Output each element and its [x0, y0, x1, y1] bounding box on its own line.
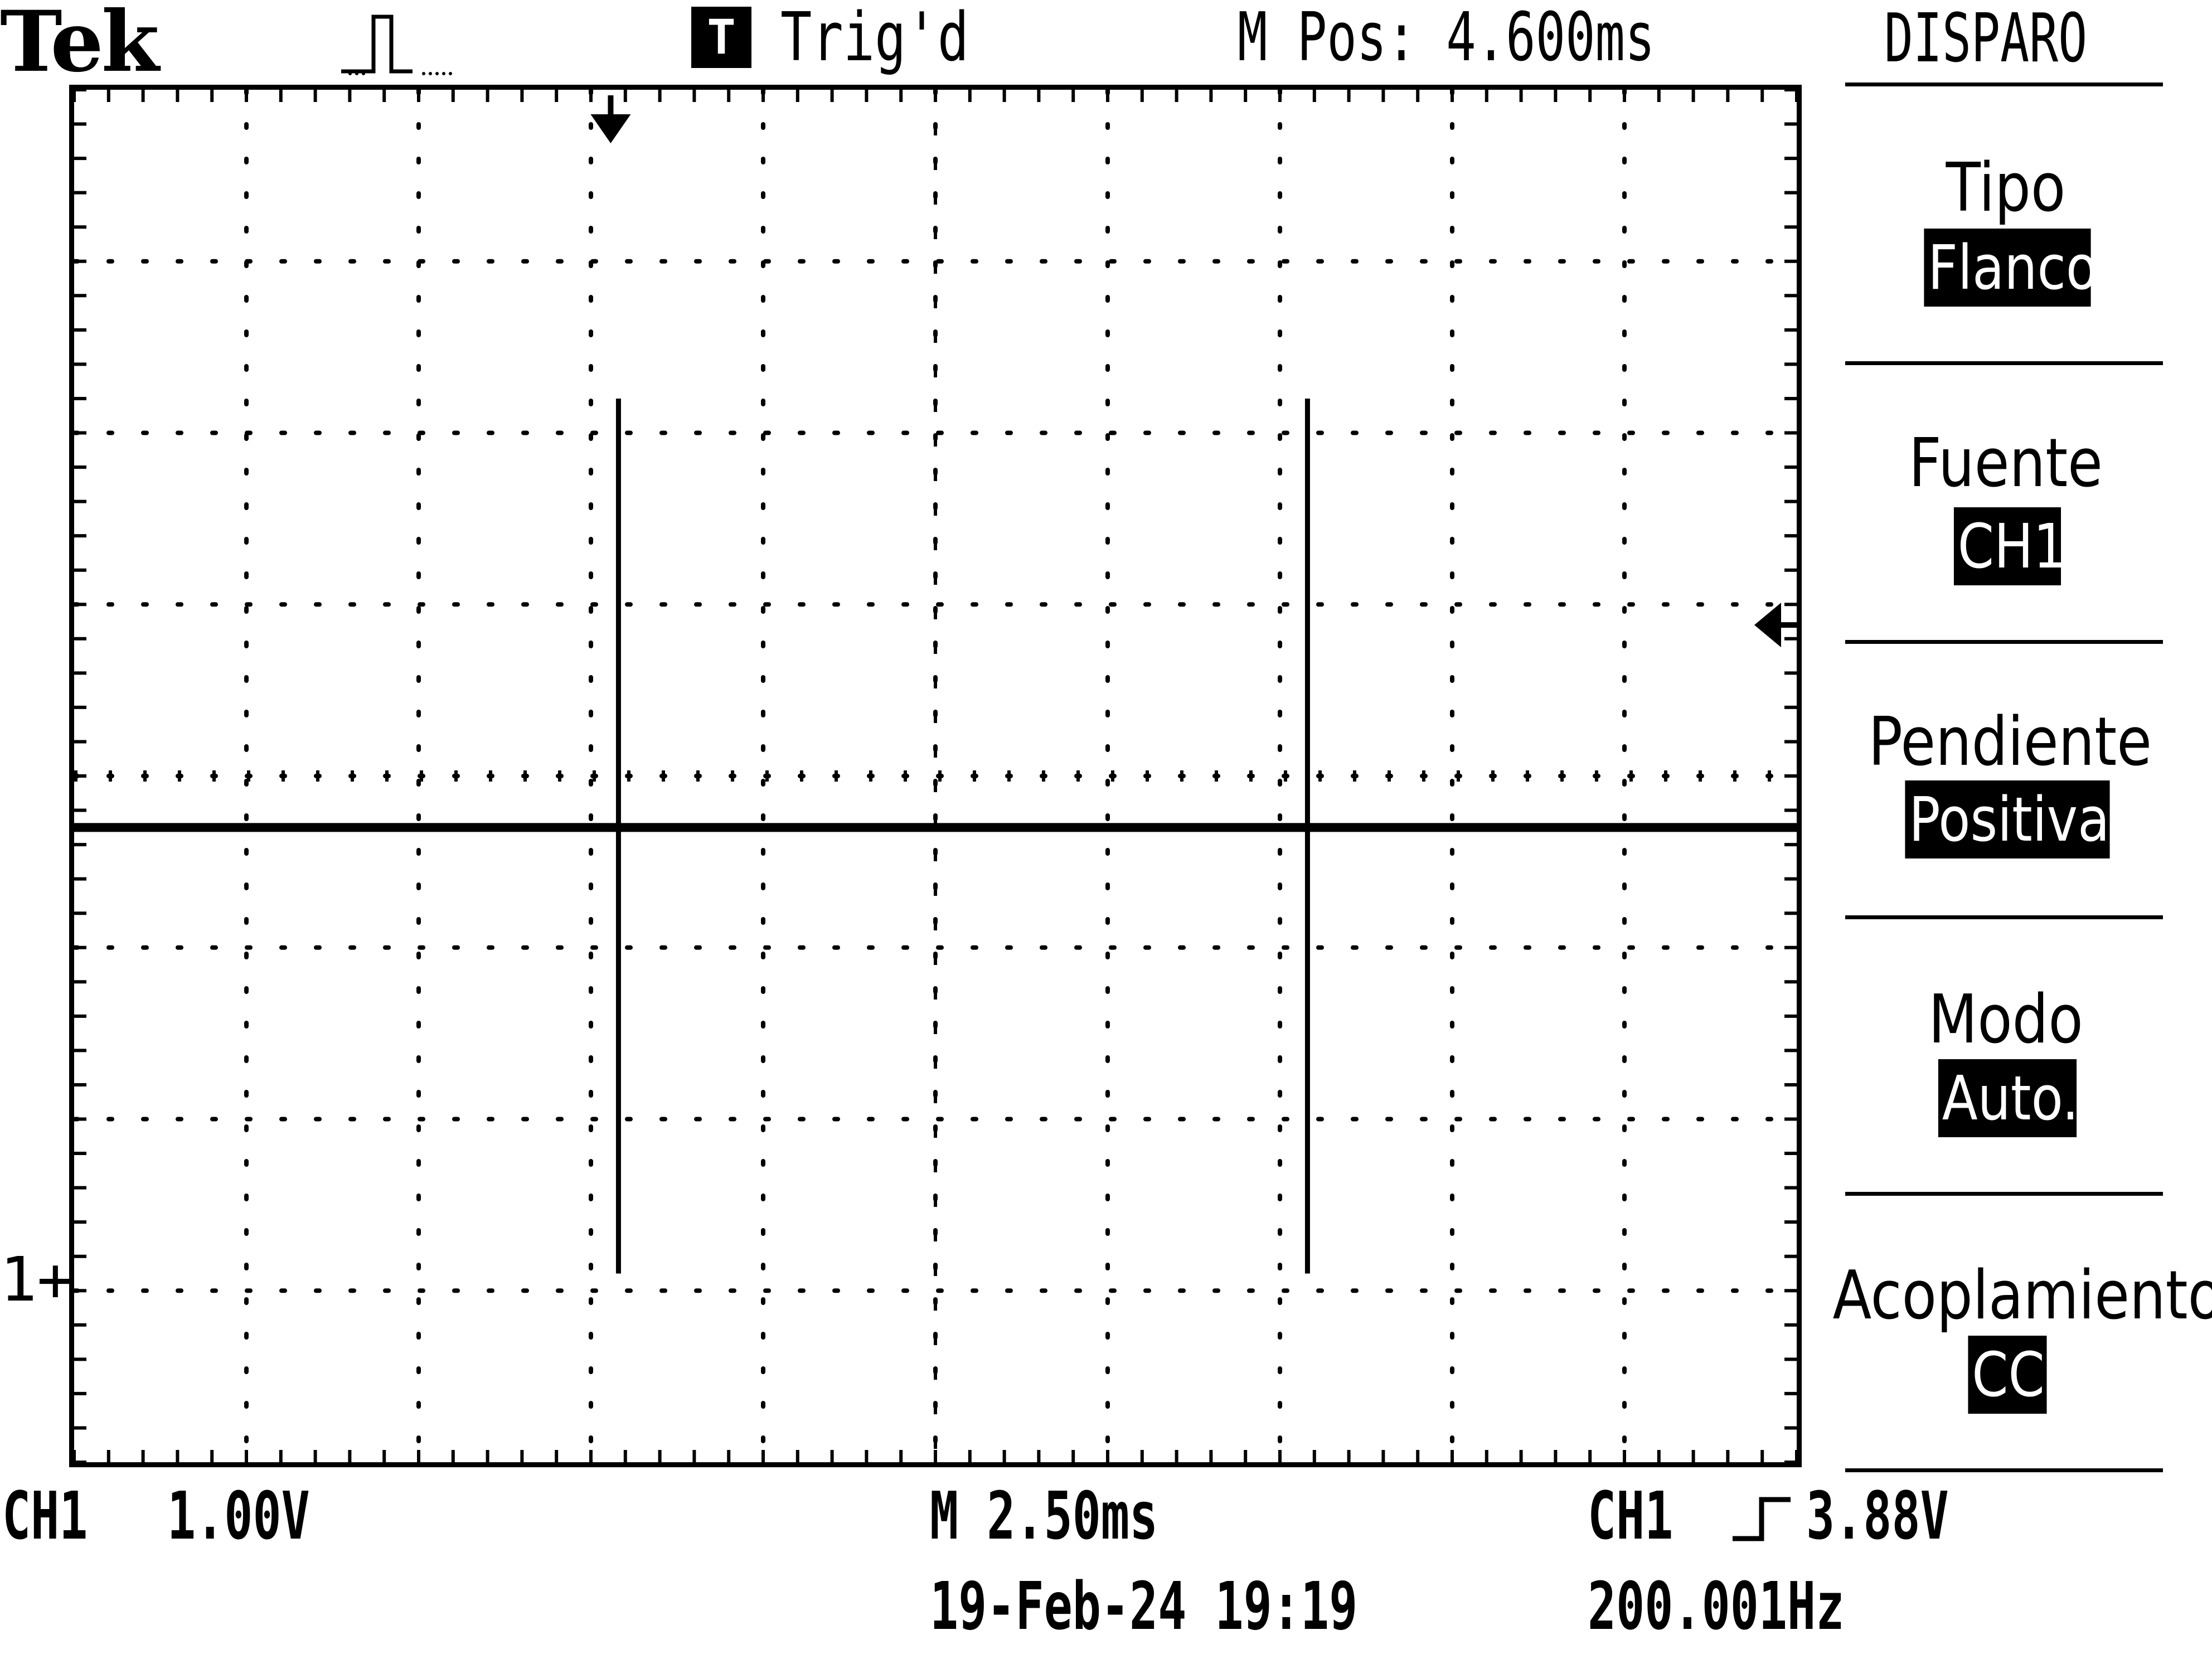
menu-item-slope-label: Pendiente [1868, 704, 2152, 781]
menu-item-mode-label: Modo [1928, 981, 2083, 1059]
trigger-badge: T [691, 7, 751, 68]
menu-item-coupling-value[interactable]: CC [1968, 1336, 2047, 1414]
waveform-display [69, 85, 1802, 1467]
menu-separator [1845, 1192, 2163, 1196]
date-time: 19-Feb-24 19:19 [930, 1568, 1358, 1645]
menu-item-mode-value[interactable]: Auto. [1938, 1059, 2079, 1137]
menu-item-source-label: Fuente [1909, 425, 2103, 502]
timebase-readout: M 2.50ms [930, 1477, 1158, 1554]
main-position-readout: M Pos: 4.600ms [1238, 0, 1655, 76]
menu-title: DISPARO [1884, 0, 2088, 77]
trigger-level-readout: 3.88V [1806, 1477, 1949, 1554]
trigger-source-readout: CH1 [1588, 1477, 1673, 1554]
graticule [72, 88, 1799, 1464]
menu-separator [1845, 915, 2163, 919]
brand-logo: Tek [0, 0, 159, 91]
trigger-status: Trig'd [780, 0, 969, 76]
trigger-position-arrow-icon [590, 114, 631, 143]
menu-item-slope-value[interactable]: Positiva [1905, 780, 2110, 858]
menu-item-type-label: Tipo [1946, 149, 2066, 227]
menu-separator [1845, 361, 2163, 365]
trigger-level-arrow-icon [1754, 603, 1781, 648]
acquisition-waveform-icon [341, 14, 452, 75]
menu-separator [1845, 640, 2163, 644]
channel-label: CH1 [2, 1477, 88, 1554]
menu-item-coupling-label: Acoplamiento [1832, 1257, 2212, 1335]
frequency-readout: 200.001Hz [1588, 1568, 1845, 1645]
channel-ground-marker: 1+ [0, 1244, 74, 1315]
menu-separator [1845, 83, 2163, 86]
menu-item-source-value[interactable]: CH1 [1953, 507, 2067, 585]
menu-item-type-value[interactable]: Flanco [1924, 229, 2098, 307]
rising-edge-icon [1733, 1497, 1791, 1541]
volts-per-div: 1.00V [167, 1477, 310, 1554]
menu-separator [1845, 1468, 2163, 1472]
